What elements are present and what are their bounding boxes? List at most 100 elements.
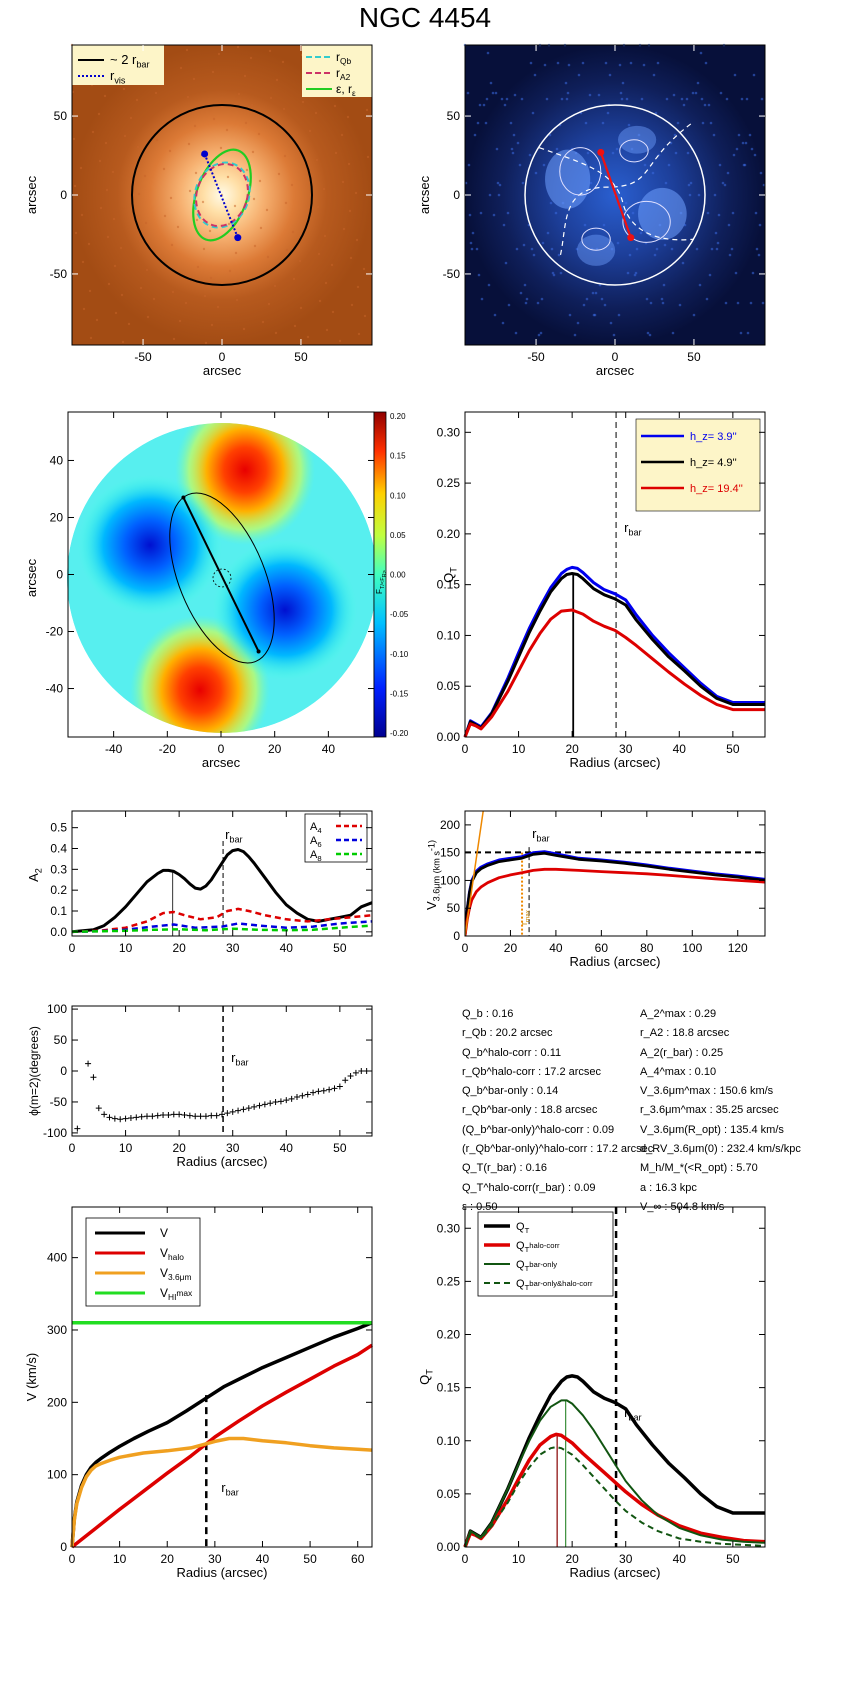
- image-noise: [88, 289, 92, 293]
- page-title: NGC 4454: [358, 2, 492, 33]
- image-noise: [575, 247, 579, 251]
- image-noise: [274, 331, 278, 335]
- image-noise: [237, 92, 241, 96]
- image-noise: [283, 154, 287, 158]
- p5-xtick-label: 10: [119, 941, 133, 955]
- image-noise: [741, 141, 745, 145]
- p1-xtick-label: 0: [219, 350, 226, 364]
- image-noise: [277, 172, 281, 176]
- image-noise: [620, 97, 624, 101]
- p4-xtick-label: 40: [673, 742, 687, 756]
- phase-point: [213, 1112, 220, 1119]
- image-noise: [670, 247, 674, 251]
- image-noise: [245, 168, 249, 172]
- p6-ytick-label: 50: [447, 901, 461, 915]
- image-noise: [543, 63, 547, 67]
- image-noise: [470, 247, 474, 251]
- p4-series-line: [463, 608, 765, 738]
- image-noise: [208, 229, 212, 233]
- info-row: A_4^max : 0.10: [640, 1065, 717, 1078]
- p1-xtick-label: 50: [294, 350, 308, 364]
- image-noise: [661, 301, 665, 305]
- residual-lobe: [638, 187, 687, 240]
- info-row: V_3.6μm^max : 150.6 km/s: [640, 1085, 774, 1098]
- p3-ylabel: arcsec: [24, 558, 39, 597]
- image-noise: [593, 313, 597, 317]
- p9-xtick-label: 40: [256, 1552, 270, 1566]
- image-noise: [730, 247, 734, 251]
- image-noise: [624, 201, 628, 205]
- image-noise: [732, 153, 736, 157]
- p5-xtick-label: 50: [333, 941, 347, 955]
- phase-point: [224, 1110, 231, 1117]
- image-noise: [591, 291, 595, 295]
- image-noise: [715, 247, 719, 251]
- image-noise: [99, 206, 103, 210]
- image-noise: [318, 299, 322, 303]
- image-noise: [315, 158, 319, 162]
- image-noise: [333, 104, 337, 108]
- image-noise: [642, 63, 646, 67]
- colorbar: [373, 411, 387, 738]
- image-noise: [293, 324, 297, 328]
- phase-point: [181, 1111, 188, 1118]
- p3-ytick-label: 0: [56, 568, 63, 582]
- image-noise: [663, 243, 667, 247]
- p7-ytick-label: -50: [50, 1095, 68, 1109]
- image-noise: [169, 196, 173, 200]
- p4-xtick-label: 10: [512, 742, 526, 756]
- legend-label: V3.6μm: [160, 1266, 191, 1282]
- image-noise: [757, 253, 761, 257]
- image-noise: [172, 337, 176, 341]
- phase-point: [127, 1115, 134, 1122]
- image-noise: [113, 264, 117, 268]
- p10-ytick-label: 0.25: [437, 1274, 461, 1288]
- phase-point: [160, 1111, 167, 1118]
- phase-point: [106, 1114, 113, 1121]
- image-noise: [635, 247, 639, 251]
- image-noise: [187, 142, 191, 146]
- image-noise: [653, 253, 657, 257]
- bar-radius-circle: [131, 104, 313, 286]
- image-noise: [645, 297, 649, 301]
- image-noise: [672, 93, 676, 97]
- legend-label: V: [160, 1226, 168, 1240]
- legend-label: A4: [310, 821, 322, 835]
- p1-xlabel: arcsec: [203, 363, 242, 378]
- force-map-disc: [67, 423, 377, 733]
- info-row: (r_Qb^bar-only)^halo-corr : 17.2 arcsec: [462, 1143, 654, 1156]
- p9-xtick-label: 20: [161, 1552, 175, 1566]
- p7-ytick-label: 50: [54, 1033, 68, 1047]
- image-noise: [210, 323, 214, 327]
- p9-frame: [71, 1206, 373, 1548]
- image-noise: [692, 313, 696, 317]
- image-noise: [714, 231, 718, 235]
- image-noise: [498, 183, 502, 187]
- image-noise: [154, 91, 158, 95]
- image-noise: [204, 341, 208, 345]
- p9-ytick-label: 100: [47, 1468, 67, 1482]
- image-noise: [629, 61, 633, 65]
- image-noise: [751, 271, 755, 275]
- residual-lobe: [545, 149, 591, 209]
- image-noise: [89, 336, 93, 340]
- image-noise: [511, 151, 515, 155]
- image-noise: [253, 244, 257, 248]
- image-noise: [557, 253, 561, 257]
- image-noise: [244, 121, 248, 125]
- image-noise: [749, 301, 753, 305]
- image-noise: [744, 141, 748, 145]
- p4-series-line: [463, 572, 765, 738]
- image-noise: [168, 149, 172, 153]
- image-noise: [493, 313, 497, 317]
- image-noise: [682, 103, 686, 107]
- image-noise: [676, 121, 680, 125]
- image-noise: [673, 133, 677, 137]
- image-noise: [533, 73, 537, 77]
- bar-endpoint: [627, 234, 635, 242]
- image-noise: [726, 171, 730, 175]
- image-noise: [649, 301, 653, 305]
- phase-point: [336, 1083, 343, 1090]
- image-noise: [706, 211, 710, 215]
- p1-ytick-label: -50: [50, 267, 68, 281]
